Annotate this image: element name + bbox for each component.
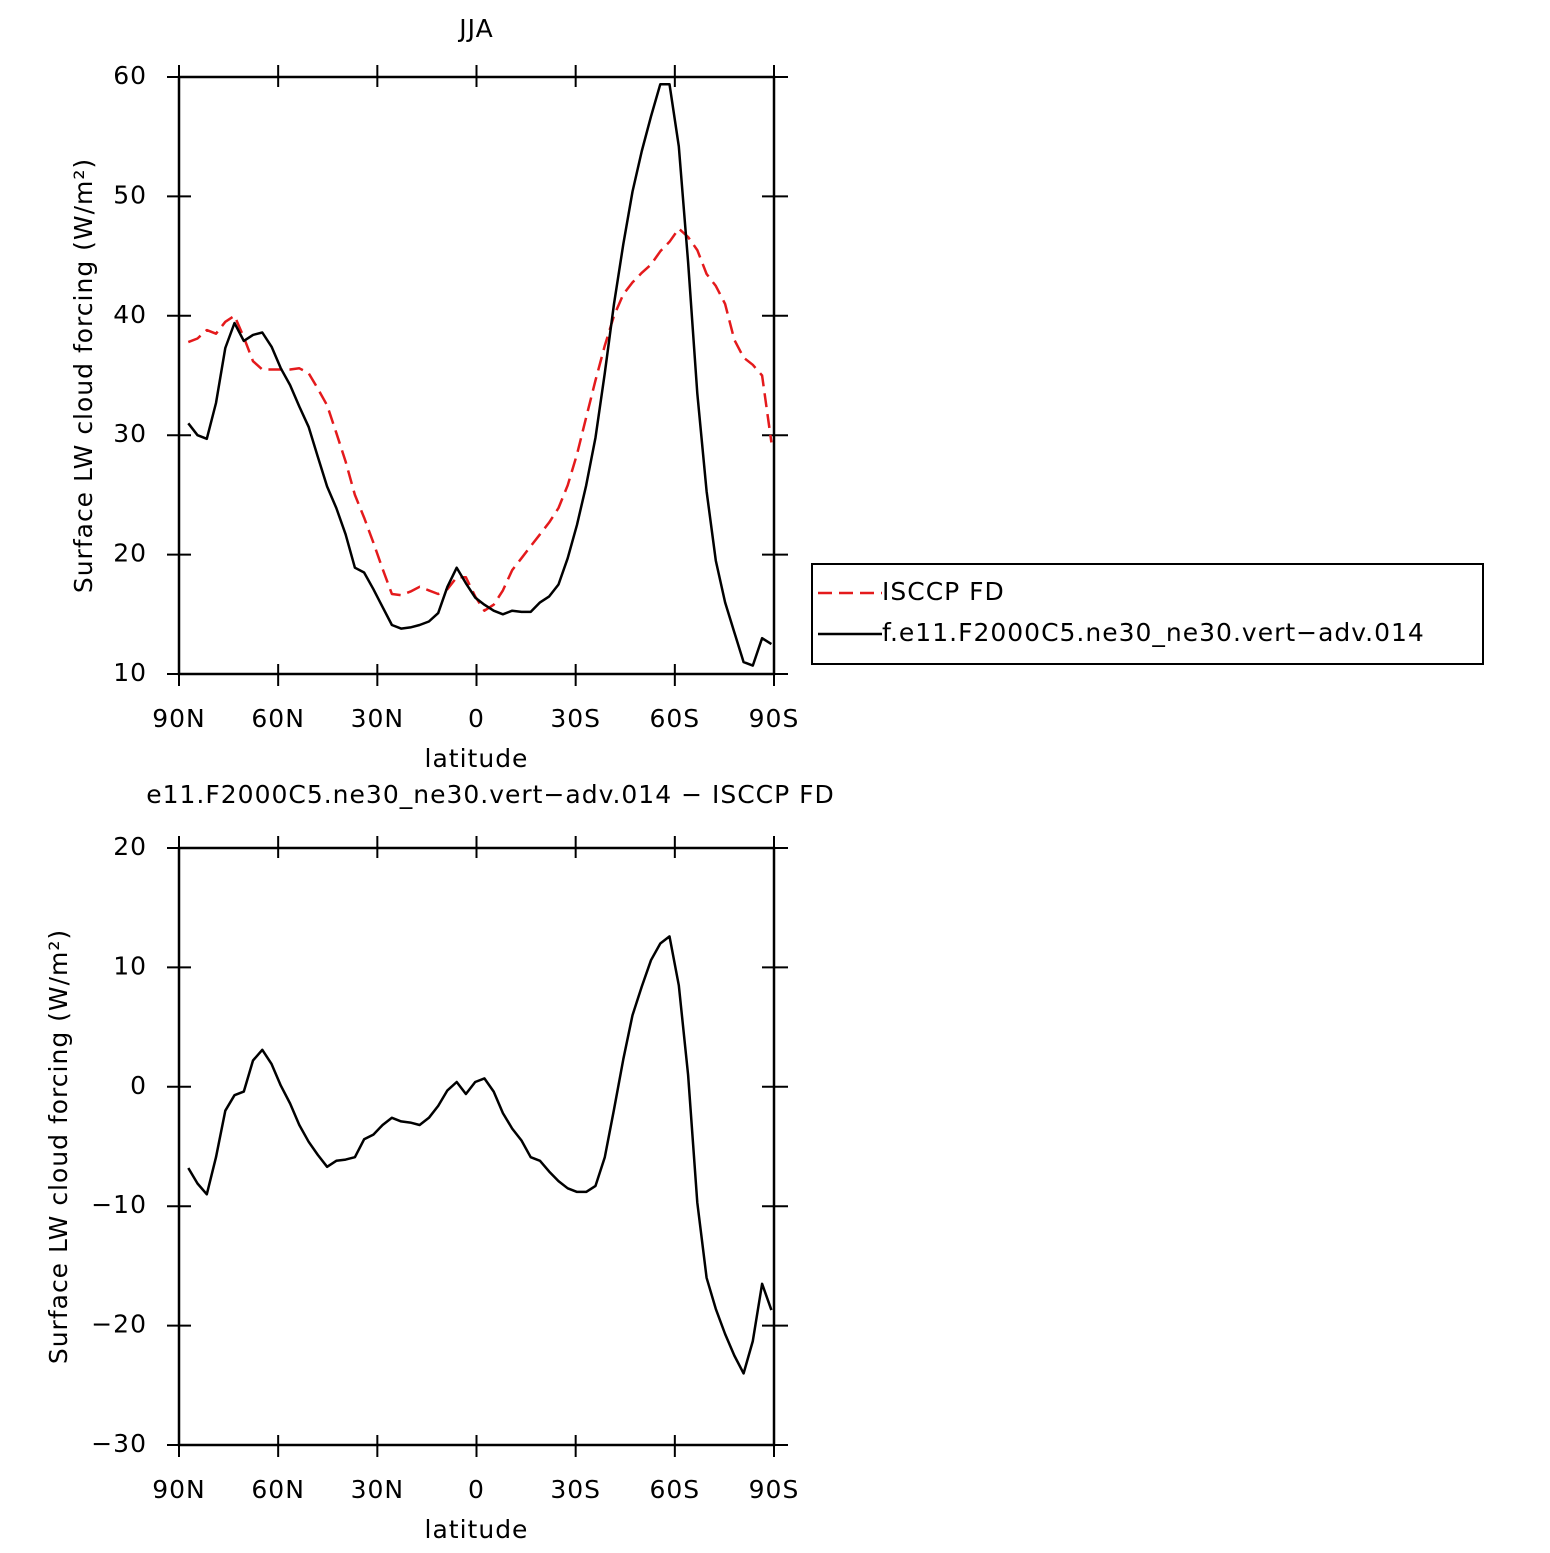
y-tick-label: −10 [91, 1190, 147, 1219]
y-tick-label: 10 [113, 658, 147, 687]
x-axis-label: latitude [425, 744, 529, 773]
x-tick-label: 30S [550, 1475, 601, 1504]
x-tick-label: 90S [749, 1475, 800, 1504]
y-tick-label: −30 [91, 1429, 147, 1458]
x-tick-label: 60S [649, 1475, 700, 1504]
y-tick-label: 10 [113, 951, 147, 980]
x-axis-label: latitude [425, 1515, 529, 1544]
y-tick-label: 60 [113, 61, 147, 90]
y-axis-label: Surface LW cloud forcing (W/m²) [44, 929, 73, 1364]
data-line [187, 935, 773, 1375]
x-tick-label: 0 [468, 1475, 485, 1504]
y-tick-label: 50 [113, 180, 147, 209]
x-tick-label: 60N [251, 704, 305, 733]
data-line [187, 82, 773, 667]
x-tick-label: 0 [468, 704, 485, 733]
x-tick-label: 30S [550, 704, 601, 733]
y-tick-label: 20 [113, 832, 147, 861]
y-tick-label: −20 [91, 1310, 147, 1339]
x-tick-label: 90N [152, 704, 206, 733]
y-tick-label: 30 [113, 419, 147, 448]
x-tick-label: 60S [649, 704, 700, 733]
x-tick-label: 90N [152, 1475, 206, 1504]
y-tick-label: 40 [113, 300, 147, 329]
y-axis-label: Surface LW cloud forcing (W/m²) [69, 158, 98, 593]
y-tick-label: 20 [113, 539, 147, 568]
x-tick-label: 30N [351, 1475, 405, 1504]
x-tick-label: 60N [251, 1475, 305, 1504]
legend-label: f.e11.F2000C5.ne30_ne30.vert−adv.014 [882, 618, 1425, 647]
chart-title: e11.F2000C5.ne30_ne30.vert−adv.014 − ISC… [146, 780, 835, 809]
x-tick-label: 90S [749, 704, 800, 733]
plot-frame [177, 75, 776, 676]
chart-title: JJA [457, 14, 493, 43]
legend-box [811, 563, 1484, 665]
plot-frame [177, 846, 776, 1447]
x-tick-label: 30N [351, 704, 405, 733]
legend-label: ISCCP FD [882, 577, 1005, 606]
data-line [187, 227, 773, 612]
y-tick-label: 0 [130, 1071, 147, 1100]
